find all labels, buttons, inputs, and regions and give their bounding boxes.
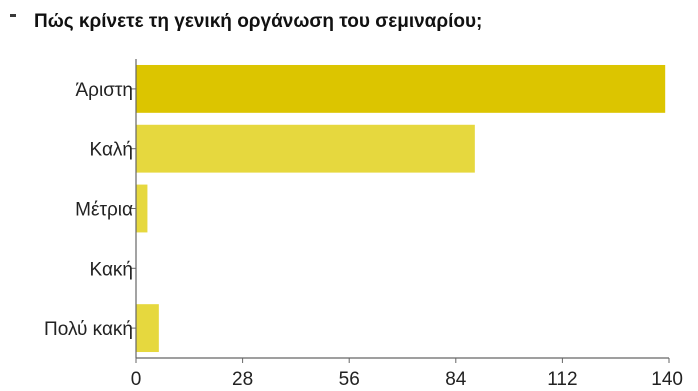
bar: [136, 304, 159, 353]
x-tick-label: 140: [651, 369, 683, 390]
bar: [136, 64, 666, 113]
x-tick-label: 112: [547, 369, 577, 390]
x-tick-label: 28: [232, 369, 253, 390]
y-tick-label: Καλή: [90, 140, 134, 161]
bar: [136, 184, 148, 233]
chart-title: Πώς κρίνετε τη γενική οργάνωση του σεμιν…: [34, 11, 483, 32]
x-tick-label: 0: [131, 369, 142, 390]
y-tick-label: Κακή: [90, 259, 134, 280]
y-tick-label: Πολύ κακή: [44, 319, 133, 340]
title-bullet-icon: [10, 14, 16, 17]
x-tick-label: 56: [339, 369, 360, 390]
y-tick-label: Μέτρια: [75, 200, 133, 221]
bar: [136, 124, 475, 173]
x-tick-label: 84: [445, 369, 467, 390]
y-tick-label: Άριστη: [75, 80, 133, 101]
